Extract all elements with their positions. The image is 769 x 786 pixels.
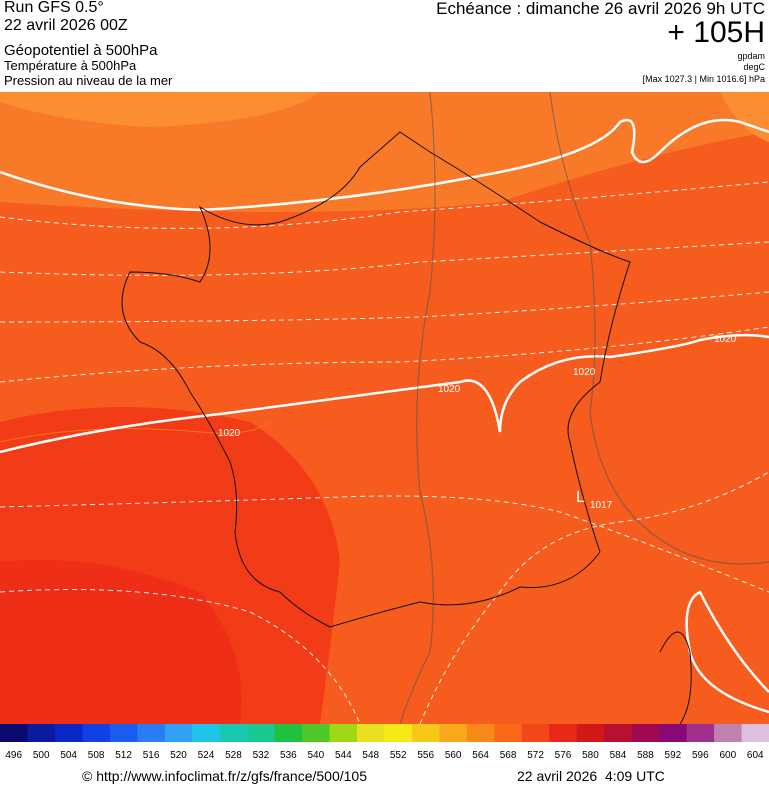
subtitle2: Pression au niveau de la mer: [4, 73, 173, 88]
run-date: 22 avril 2026 00Z: [4, 17, 128, 34]
color-cell: [494, 724, 523, 742]
offset: + 105H: [667, 16, 765, 49]
color-cell: [741, 724, 769, 742]
scale-label: 560: [445, 750, 462, 761]
scale-label: 528: [225, 750, 242, 761]
scale-label: 520: [170, 750, 187, 761]
color-cell: [686, 724, 715, 742]
scale-label: 600: [719, 750, 736, 761]
scale-label: 508: [88, 750, 105, 761]
scale-label: 604: [747, 750, 764, 761]
isobar-label: 1020: [218, 428, 241, 439]
color-cell: [466, 724, 495, 742]
color-cell: [714, 724, 743, 742]
scale-label: 524: [198, 750, 215, 761]
color-cell: [27, 724, 56, 742]
isobar-label: 1020: [438, 384, 461, 395]
footer-time: 22 avril 2026 4:09 UTC: [517, 768, 665, 784]
isobar-label: L: [576, 489, 585, 506]
scale-label: 556: [417, 750, 434, 761]
run: Run GFS 0.5°: [4, 0, 104, 16]
color-cell: [109, 724, 138, 742]
color-cell: [247, 724, 276, 742]
scale-label: 588: [637, 750, 654, 761]
color-cell: [384, 724, 413, 742]
footer-url: © http://www.infoclimat.fr/z/gfs/france/…: [82, 768, 367, 784]
scale-label: 504: [60, 750, 77, 761]
color-cell: [329, 724, 358, 742]
range: [Max 1027.3 | Min 1016.6] hPa: [642, 74, 765, 84]
color-cell: [411, 724, 440, 742]
scale-label: 512: [115, 750, 132, 761]
scale-label: 596: [692, 750, 709, 761]
map: 1020 1020 1020 1020 L 1017: [0, 92, 769, 724]
color-cell: [631, 724, 660, 742]
scale-label: 576: [555, 750, 572, 761]
color-cell: [164, 724, 193, 742]
isobar-label: 1017: [590, 500, 613, 511]
scale-label: 580: [582, 750, 599, 761]
scale-label: 516: [143, 750, 160, 761]
unit: degC: [743, 62, 765, 72]
scale-label: 532: [253, 750, 270, 761]
scale-label: 548: [362, 750, 379, 761]
subtitle: Température à 500hPa: [4, 58, 137, 73]
color-cell: [439, 724, 468, 742]
color-cell: [274, 724, 303, 742]
color-cell: [0, 724, 28, 742]
color-cell: [357, 724, 385, 742]
color-cell: [521, 724, 550, 742]
color-cell: [219, 724, 248, 742]
unit: gpdam: [737, 51, 765, 61]
color-cell: [137, 724, 166, 742]
scale-label: 592: [665, 750, 682, 761]
scale-label: 496: [5, 750, 22, 761]
scale-label: 500: [33, 750, 50, 761]
echeance: Echéance : dimanche 26 avril 2026 9h UTC: [436, 0, 765, 18]
scale-label: 572: [527, 750, 544, 761]
color-cell: [54, 724, 83, 742]
scale-label: 544: [335, 750, 352, 761]
color-cell: [659, 724, 688, 742]
color-cell: [82, 724, 111, 742]
scale-label: 540: [307, 750, 324, 761]
scale-label: 536: [280, 750, 297, 761]
colorbar: 496 500 504 508 512 516 520 524 528 532 536 540 544 5…: [0, 724, 769, 761]
color-cell: [549, 724, 578, 742]
scale-label: 552: [390, 750, 407, 761]
scale-label: 568: [500, 750, 517, 761]
title: Géopotentiel à 500hPa: [4, 42, 158, 59]
isobar-label: 1020: [573, 367, 596, 378]
scale-label: 564: [472, 750, 489, 761]
color-cell: [604, 724, 633, 742]
isobar-label: 1020: [714, 334, 737, 345]
scale-label: 584: [610, 750, 627, 761]
color-cell: [302, 724, 331, 742]
color-cell: [576, 724, 605, 742]
color-cell: [192, 724, 221, 742]
